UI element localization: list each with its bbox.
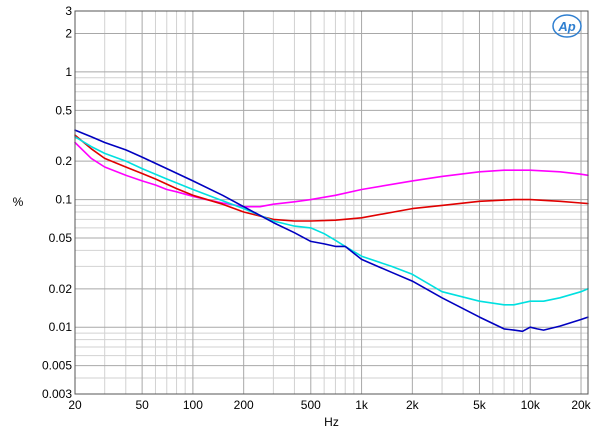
y-axis-label: %: [13, 195, 24, 209]
plot-frame: [74, 10, 589, 395]
series-line: [74, 141, 589, 208]
minor-grid: [75, 11, 588, 394]
x-tick-label: 20: [68, 398, 82, 412]
y-tick-label: 1: [65, 65, 72, 79]
y-tick-label: 0.003: [42, 387, 72, 401]
series-lines: [74, 129, 589, 333]
series-line: [74, 136, 589, 306]
x-tick-label: 20k: [571, 398, 591, 412]
major-grid: [74, 10, 588, 395]
x-tick-label: 500: [301, 398, 321, 412]
x-tick-label: 50: [135, 398, 149, 412]
series-line: [74, 129, 589, 333]
y-tick-label: 0.1: [55, 193, 72, 207]
ap-logo: Ap: [552, 14, 582, 38]
x-axis-label: Hz: [324, 415, 339, 429]
x-tick-labels: 20 50 100 200 500 1k 2k 5k 10k 20k: [68, 398, 591, 412]
x-tick-label: 5k: [473, 398, 487, 412]
y-tick-label: 3: [65, 4, 72, 18]
ap-logo-text: Ap: [557, 19, 575, 34]
y-tick-label: 0.02: [49, 282, 73, 296]
y-tick-label: 0.05: [49, 231, 73, 245]
x-tick-label: 10k: [521, 398, 541, 412]
x-tick-label: 1k: [355, 398, 369, 412]
y-tick-label: 0.005: [42, 359, 72, 373]
y-tick-label: 0.5: [55, 103, 72, 117]
x-tick-label: 2k: [406, 398, 420, 412]
x-tick-label: 100: [183, 398, 203, 412]
y-tick-label: 0.01: [49, 320, 73, 334]
ap-logo-ring: [552, 14, 582, 38]
x-tick-label: 200: [234, 398, 254, 412]
series-line: [74, 134, 589, 222]
y-tick-labels: 3 2 1 0.5 0.2 0.1 0.05 0.02 0.01 0.005 0.003: [42, 4, 72, 401]
y-tick-label: 0.2: [55, 154, 72, 168]
y-tick-label: 2: [65, 26, 72, 40]
